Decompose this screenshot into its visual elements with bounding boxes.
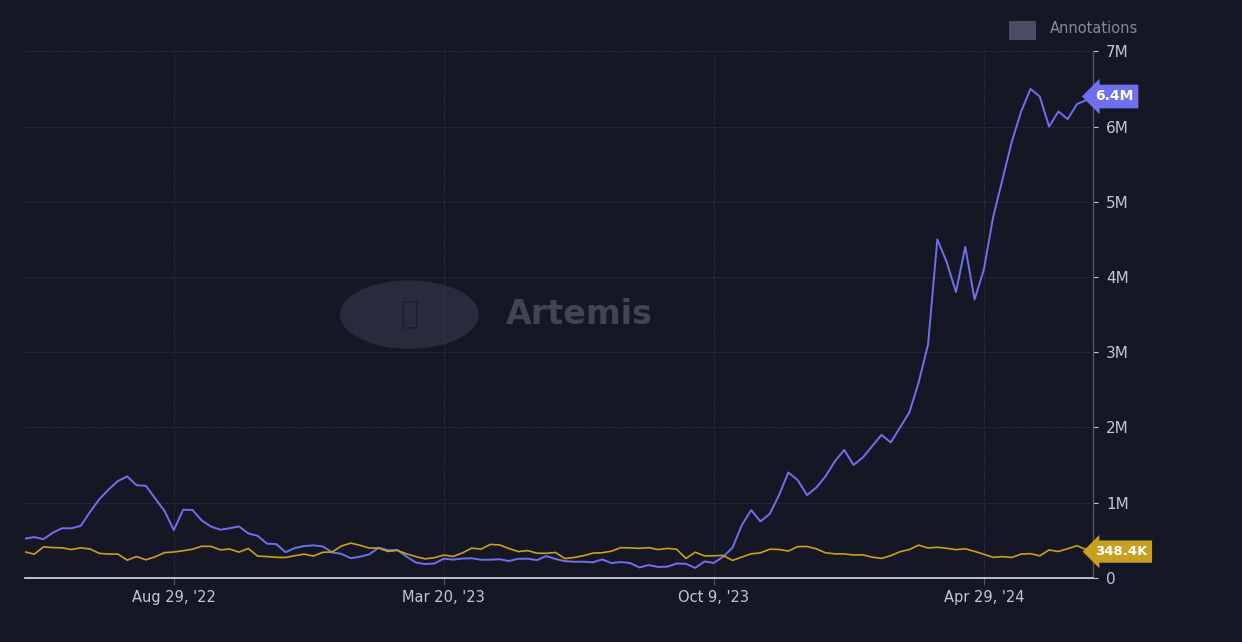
Text: Artemis: Artemis <box>505 298 652 331</box>
Text: Annotations: Annotations <box>1049 21 1138 37</box>
Text: 348.4K: 348.4K <box>1095 545 1148 558</box>
Text: Ⓐ: Ⓐ <box>400 300 419 329</box>
Text: 6.4M: 6.4M <box>1095 89 1134 103</box>
Circle shape <box>340 281 479 349</box>
